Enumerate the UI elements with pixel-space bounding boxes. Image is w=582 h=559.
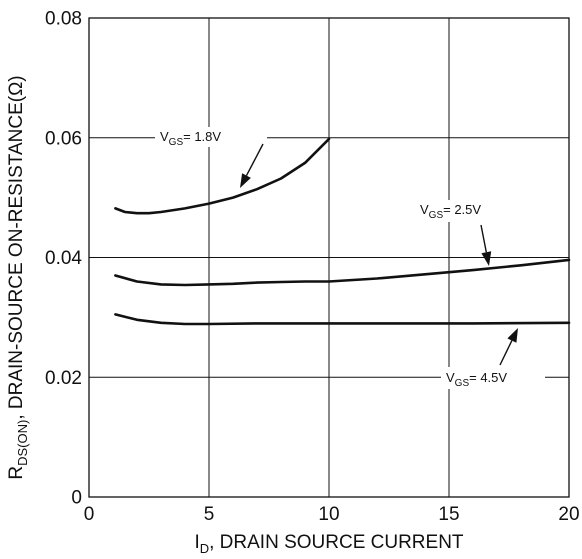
gridlines [89, 18, 569, 497]
series-label-value: = 4.5V [469, 370, 507, 385]
tick-labels: 0 5 10 15 20 0 0.02 0.04 0.06 0.08 [45, 9, 580, 526]
x-tick-label: 5 [204, 504, 215, 525]
y-tick-label: 0.06 [45, 128, 82, 149]
series-label-background [416, 200, 518, 222]
series-line-2 [114, 258, 571, 287]
x-tick-label: 15 [438, 504, 459, 525]
x-axis-title: ID, DRAIN SOURCE CURRENT [194, 532, 463, 556]
series-label-main: V [160, 129, 169, 144]
series-label-value: = 1.8V [183, 129, 221, 144]
y-tick-label: 0.04 [45, 248, 82, 269]
series-lines [114, 137, 571, 326]
series-label-main: V [420, 202, 429, 217]
series-label-arrow [245, 143, 264, 176]
y-axis-title-main: R [6, 466, 27, 480]
series-label-subscript: GS [455, 378, 470, 389]
series-line-1 [114, 137, 331, 215]
series-label-1: VGS= 1.8V [160, 129, 221, 148]
x-tick-label: 10 [318, 504, 339, 525]
series-label-value: = 2.5V [443, 202, 481, 217]
series-label-arrowhead [240, 173, 251, 188]
x-axis-title-rest: , DRAIN SOURCE CURRENT [209, 532, 464, 553]
plot-frame [88, 17, 570, 498]
y-tick-label: 0.08 [45, 9, 82, 30]
series-label-arrow [480, 224, 488, 253]
x-tick-label: 20 [558, 504, 579, 525]
x-axis-title-main: I [194, 532, 199, 553]
x-axis-title-subscript: D [200, 541, 209, 556]
series-label-background [155, 127, 267, 147]
y-axis-title-rest: , DRAIN-SOURCE ON-RESISTANCE(Ω) [6, 75, 27, 419]
series-label-subscript: GS [429, 210, 444, 221]
series-label-background [441, 367, 545, 389]
series-label-arrow [499, 340, 513, 366]
y-axis-title-subscript: DS(ON) [15, 420, 30, 466]
x-tick-label: 0 [84, 504, 95, 525]
series-label-subscript: GS [169, 137, 184, 148]
series-label-main: V [446, 370, 455, 385]
y-tick-label: 0.02 [45, 368, 82, 389]
series-label-3: VGS= 4.5V [446, 370, 507, 389]
y-tick-label: 0 [71, 488, 82, 509]
series-label-2: VGS= 2.5V [420, 202, 481, 221]
series-line-3 [114, 313, 571, 326]
series-label-arrowhead [481, 251, 492, 266]
y-axis-title: RDS(ON), DRAIN-SOURCE ON-RESISTANCE(Ω) [6, 75, 30, 479]
series-label-arrowhead [507, 328, 518, 343]
